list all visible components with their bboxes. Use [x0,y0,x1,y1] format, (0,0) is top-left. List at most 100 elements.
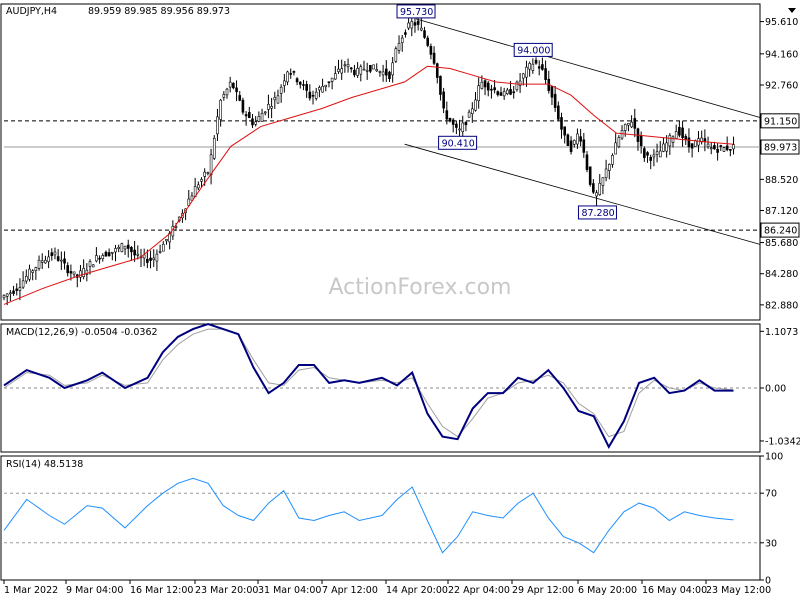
price-candle-body [534,59,538,64]
price-candle-body [263,111,267,114]
x-axis-label: 16 Mar 12:00 [130,585,193,596]
collapse-arrow-icon[interactable] [788,8,796,13]
price-candle-body [91,264,95,268]
x-axis-label: 7 Apr 12:00 [322,585,378,596]
price-candle-body [544,68,547,80]
price-candle-body [88,261,92,267]
price-y-tick-label: 85.680 [765,238,798,249]
price-candle-body [343,64,347,67]
price-candle-body [658,150,662,158]
price-candle-body [165,239,168,242]
price-candle-body [318,87,321,91]
price-y-tick-label: 88.520 [765,175,798,186]
price-candle-body [391,62,394,76]
price-candle-body [674,131,678,139]
price-candle-body [276,95,280,104]
price-candle-body [697,138,700,146]
price-candle-body [416,20,420,25]
price-candle-body [111,251,114,254]
price-candle-body [123,245,127,250]
price-candle-body [665,142,668,152]
price-candle-body [633,118,637,129]
price-candle-body [553,93,557,108]
price-candle-body [66,265,70,274]
price-candle-body [611,154,614,165]
price-header-ohlc: 89.959 89.985 89.956 89.973 [88,6,230,17]
price-candle-body [381,71,385,76]
price-candle-body [458,128,461,131]
price-candle-body [662,143,665,152]
price-candle-body [442,91,445,109]
price-candle-body [149,257,152,261]
price-candle-body [525,66,528,78]
price-candle-body [53,251,57,256]
price-candle-body [206,172,210,174]
price-candle-body [2,295,6,299]
price-candle-body [50,252,54,257]
price-candle-body [244,114,248,117]
price-candle-body [521,73,525,79]
macd-y-tick-label: 0.00 [765,384,786,395]
macd-main-line [3,322,734,450]
price-candle-body [114,248,117,253]
price-candle-body [725,145,729,151]
price-candle-body [477,85,480,101]
rsi-line [3,477,734,554]
price-annotation-label: 94.000 [517,45,550,56]
price-candle-body [302,84,305,86]
price-candle-body [25,275,28,282]
channel-lower-line [404,143,761,245]
price-annotation-box [513,42,553,57]
price-candle-body [117,246,120,249]
rsi-y-tick-label: 70 [765,489,777,500]
price-candle-body [614,142,617,155]
price-candle-body [248,112,251,118]
price-candle-body [678,127,681,136]
price-level-tag [760,222,800,238]
price-candle-body [537,66,541,69]
x-axis-label: 31 Mar 04:00 [258,585,321,596]
price-level-tag [760,113,800,129]
price-candle-body [496,91,500,96]
price-candle-body [107,252,111,257]
price-candle-body [582,139,586,153]
price-candle-body [518,80,522,86]
price-candle-body [410,21,414,29]
price-candle-body [56,256,60,261]
price-candle-body [687,137,691,148]
price-candle-body [359,66,363,75]
price-level-tag [760,139,800,155]
price-annotation-box [438,135,478,150]
price-header-symbol: AUDJPY,H4 [6,6,57,17]
price-candle-body [566,134,570,146]
price-candle-body [21,280,25,288]
price-candle-body [388,71,391,80]
price-candle-body [671,136,675,143]
price-candle-body [598,182,602,195]
price-candle-body [346,64,350,68]
price-candle-body [136,253,140,256]
price-candle-body [289,73,293,75]
price-candle-body [267,104,270,110]
price-candle-body [604,168,608,179]
price-candle-body [314,91,318,99]
price-candle-body [295,78,299,83]
price-candle-body [384,68,388,76]
price-candle-body [592,183,595,193]
price-candle-body [572,140,576,145]
price-candle-body [5,293,9,297]
macd-y-tick-label: 1.1073 [765,327,798,338]
price-candle-body [146,258,149,263]
price-candle-body [576,133,579,145]
price-candle-body [627,122,630,126]
price-candle-body [528,63,531,70]
price-candle-body [375,69,379,72]
rsi-title: RSI(14) 48.5138 [6,459,83,470]
x-axis-label: 14 Apr 20:00 [386,585,448,596]
price-candle-body [588,166,592,185]
price-candle-body [260,113,264,122]
x-axis-label: 16 May 04:00 [642,585,707,596]
